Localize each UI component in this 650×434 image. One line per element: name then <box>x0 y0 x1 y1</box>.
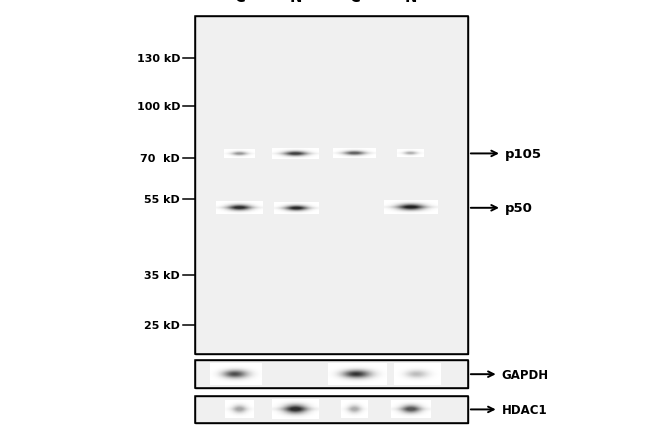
Text: p50: p50 <box>505 202 533 215</box>
Bar <box>195 396 468 423</box>
Text: C: C <box>349 0 359 5</box>
Text: C: C <box>234 0 244 5</box>
Bar <box>195 17 468 354</box>
Bar <box>195 360 468 388</box>
Bar <box>195 360 468 388</box>
Bar <box>195 17 468 354</box>
Text: -: - <box>292 432 299 434</box>
Text: GAPDH: GAPDH <box>502 368 549 381</box>
Text: -: - <box>236 432 242 434</box>
Text: N: N <box>404 0 417 5</box>
Text: HDAC1: HDAC1 <box>502 403 547 416</box>
Text: +: + <box>348 432 361 434</box>
Text: 55 kD: 55 kD <box>144 195 180 204</box>
Text: 130 kD: 130 kD <box>136 54 180 63</box>
Text: 70  kD: 70 kD <box>140 154 180 163</box>
Text: 35 kD: 35 kD <box>144 271 180 280</box>
Text: TNF Alpha: TNF Alpha <box>450 433 514 434</box>
Text: N: N <box>289 0 302 5</box>
Text: p105: p105 <box>505 148 542 161</box>
Bar <box>195 396 468 423</box>
Text: 25 kD: 25 kD <box>144 321 180 330</box>
Text: +: + <box>404 432 417 434</box>
Text: 100 kD: 100 kD <box>136 102 180 111</box>
